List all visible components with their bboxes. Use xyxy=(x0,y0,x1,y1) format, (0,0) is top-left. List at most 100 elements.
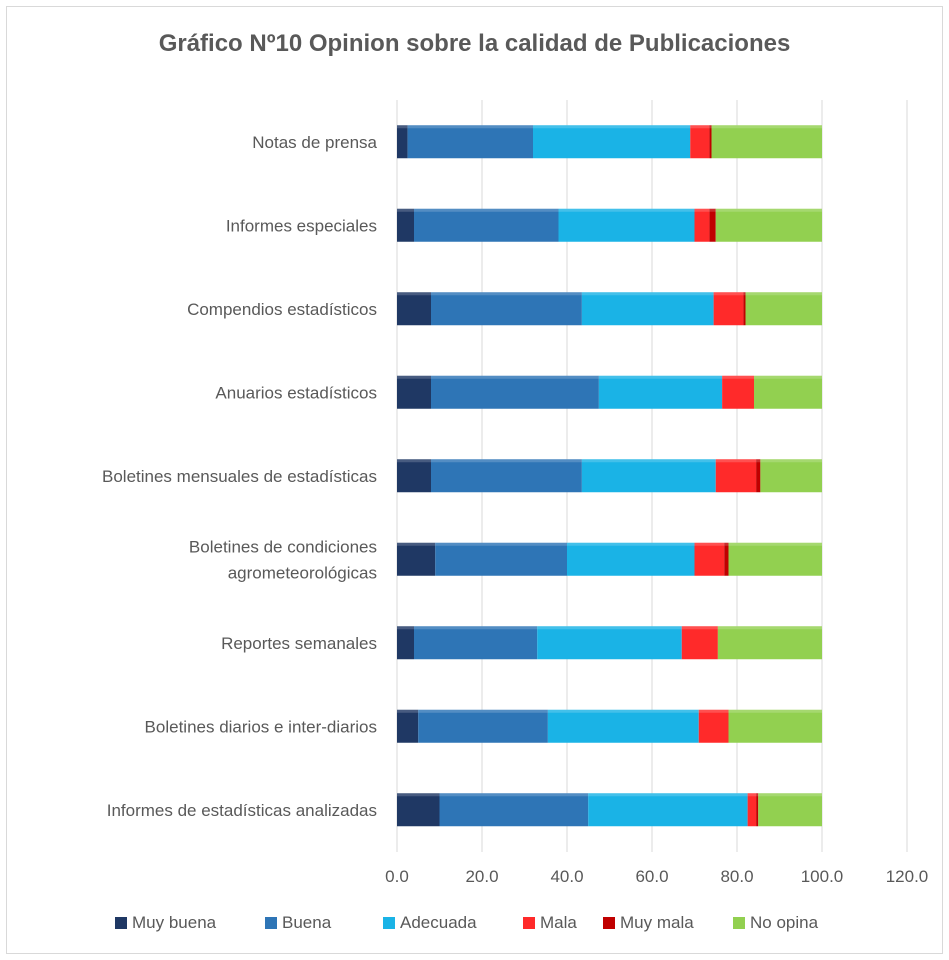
bar-segment-mala xyxy=(715,459,757,493)
bar-highlight xyxy=(756,793,759,797)
legend-label: Muy buena xyxy=(132,913,217,932)
bar-highlight xyxy=(760,459,822,463)
bar-highlight xyxy=(690,125,710,129)
legend-swatch-muy-mala xyxy=(603,917,615,929)
bar-highlight xyxy=(431,375,599,379)
bar-segment-mala xyxy=(713,292,744,326)
bar-segment-buena xyxy=(431,375,599,409)
bar-segment-muy-buena xyxy=(397,208,414,242)
bar-highlight xyxy=(435,542,567,546)
legend-label: Muy mala xyxy=(620,913,694,932)
bar-highlight xyxy=(397,709,419,713)
legend-label: Buena xyxy=(282,913,332,932)
x-tick-label: 20.0 xyxy=(465,867,498,886)
bar-highlight xyxy=(724,542,729,546)
bar-segment-muy-mala xyxy=(743,292,746,326)
bar-segment-no-opina xyxy=(745,292,822,326)
legend-label: Adecuada xyxy=(400,913,477,932)
bar-segment-adecuada xyxy=(547,709,699,743)
bar-segment-muy-mala xyxy=(724,542,729,576)
bar-segment-mala xyxy=(722,375,754,409)
bar-highlight xyxy=(558,208,695,212)
x-tick-label: 80.0 xyxy=(720,867,753,886)
bar-segment-buena xyxy=(435,542,567,576)
bar-segment-buena xyxy=(431,292,582,326)
bar-segment-buena xyxy=(407,125,533,159)
bar-highlight xyxy=(709,208,716,212)
bar-highlight xyxy=(715,459,757,463)
bar-highlight xyxy=(397,375,431,379)
chart-title: Gráfico Nº10 Opinion sobre la calidad de… xyxy=(158,30,791,57)
bar-segment-mala xyxy=(694,542,725,576)
bar-highlight xyxy=(715,208,822,212)
bar-segment-muy-buena xyxy=(397,709,419,743)
bar-highlight xyxy=(397,459,431,463)
bar-segment-muy-mala xyxy=(756,459,761,493)
bar-highlight xyxy=(397,542,436,546)
bar-highlight xyxy=(567,542,695,546)
bar-segment-muy-mala xyxy=(709,208,716,242)
bar-highlight xyxy=(431,292,582,296)
x-tick-label: 40.0 xyxy=(550,867,583,886)
bar-segment-mala xyxy=(694,208,710,242)
bar-highlight xyxy=(717,626,822,630)
bar-highlight xyxy=(397,292,431,296)
category-label: Informes especiales xyxy=(226,216,377,235)
bar-highlight xyxy=(728,542,822,546)
bar-highlight xyxy=(581,459,716,463)
bar-segment-adecuada xyxy=(558,208,695,242)
bar-highlight xyxy=(694,542,725,546)
bar-highlight xyxy=(713,292,744,296)
bar-highlight xyxy=(397,626,414,630)
x-tick-label: 60.0 xyxy=(635,867,668,886)
category-label: Notas de prensa xyxy=(252,133,377,152)
bar-highlight xyxy=(743,292,746,296)
bar-segment-no-opina xyxy=(717,626,822,660)
bar-segment-muy-buena xyxy=(397,542,436,576)
bar-segment-no-opina xyxy=(758,793,822,827)
bar-segment-muy-buena xyxy=(397,375,431,409)
bar-segment-adecuada xyxy=(598,375,723,409)
bar-highlight xyxy=(581,292,714,296)
category-label: Informes de estadísticas analizadas xyxy=(107,801,377,820)
legend-label: Mala xyxy=(540,913,577,932)
bar-segment-adecuada xyxy=(533,125,691,159)
bar-segment-muy-buena xyxy=(397,292,431,326)
bar-highlight xyxy=(407,125,533,129)
bar-segment-muy-mala xyxy=(756,793,759,827)
bar-segment-no-opina xyxy=(754,375,822,409)
bar-highlight xyxy=(598,375,723,379)
x-tick-label: 100.0 xyxy=(801,867,844,886)
bar-highlight xyxy=(754,375,822,379)
bar-highlight xyxy=(711,125,822,129)
legend-swatch-buena xyxy=(265,917,277,929)
bar-highlight xyxy=(397,208,414,212)
bar-highlight xyxy=(537,626,682,630)
bar-highlight xyxy=(397,793,440,797)
bar-highlight xyxy=(722,375,754,379)
bar-segment-muy-buena xyxy=(397,125,408,159)
category-label: Compendios estadísticos xyxy=(187,300,377,319)
bar-highlight xyxy=(414,626,538,630)
x-tick-label: 120.0 xyxy=(886,867,929,886)
bar-segment-muy-buena xyxy=(397,626,414,660)
bar-highlight xyxy=(418,709,548,713)
bar-segment-no-opina xyxy=(760,459,822,493)
bar-segment-buena xyxy=(418,709,548,743)
bar-segment-buena xyxy=(431,459,582,493)
bar-segment-no-opina xyxy=(715,208,822,242)
bar-segment-mala xyxy=(698,709,729,743)
bar-segment-no-opina xyxy=(728,709,822,743)
category-label: Anuarios estadísticos xyxy=(215,383,377,402)
legend-swatch-muy-buena xyxy=(115,917,127,929)
bar-segment-muy-mala xyxy=(709,125,712,159)
bar-highlight xyxy=(439,793,589,797)
bar-segment-buena xyxy=(439,793,589,827)
bar-segment-muy-buena xyxy=(397,459,431,493)
bar-highlight xyxy=(709,125,712,129)
bar-segment-adecuada xyxy=(588,793,748,827)
category-label: Boletines diarios e inter-diarios xyxy=(145,717,377,736)
category-label: Boletines mensuales de estadísticas xyxy=(102,467,377,486)
bar-highlight xyxy=(698,709,729,713)
